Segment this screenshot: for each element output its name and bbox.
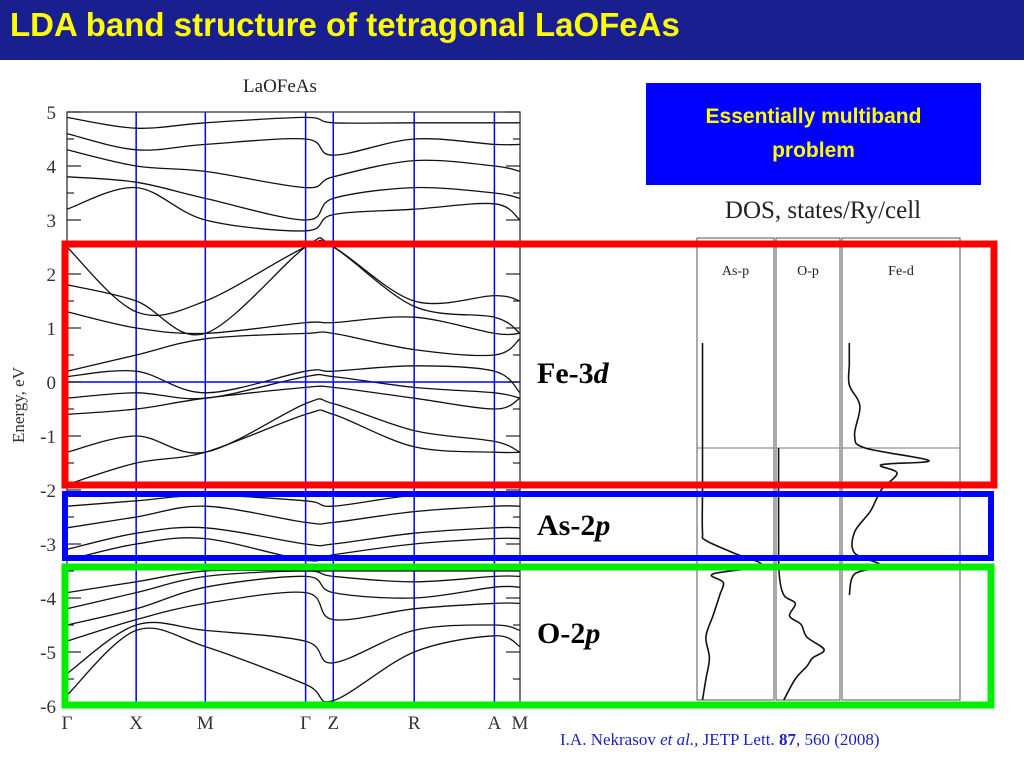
as-label-orbital: p <box>592 509 610 542</box>
citation-authors: I.A. Nekrasov <box>560 730 656 749</box>
energy-ticks: 5 4 3 2 1 0 -1 -2 -3 -4 -5 -6 <box>40 103 56 718</box>
band-line <box>66 505 521 529</box>
band-line <box>66 186 521 232</box>
energy-tick-label: -2 <box>40 481 56 502</box>
citation-volume: 87 <box>778 730 796 749</box>
band-line <box>66 116 520 129</box>
band-line <box>66 409 521 486</box>
band-line <box>66 570 521 610</box>
dos-curves <box>701 343 930 701</box>
band-line <box>66 621 521 675</box>
band-line <box>66 526 521 551</box>
kpoint-lines <box>135 112 496 706</box>
band-lines <box>66 116 521 703</box>
energy-tick-label: 2 <box>47 265 57 286</box>
dos-panel-labels: As-p O-p Fe-d <box>722 264 914 279</box>
dos-curve <box>701 343 763 701</box>
slide-title: LDA band structure of tetragonal LaOFeAs <box>10 6 680 43</box>
band-line <box>66 237 521 336</box>
fe-label-text: Fe-3 <box>537 357 594 390</box>
as-label-text: As-2 <box>537 509 595 542</box>
kpoint-label: M <box>512 713 529 734</box>
dos-frames <box>696 237 961 701</box>
dos-panel-frame <box>696 237 775 701</box>
energy-tick-label: 0 <box>47 373 57 394</box>
callout-text: Essentially multiband problem <box>705 105 922 162</box>
band-line <box>66 373 521 400</box>
title-bar: LDA band structure of tetragonal LaOFeAs <box>0 0 1024 60</box>
band-line <box>66 365 521 394</box>
as-2p-region-box <box>62 491 994 561</box>
kpoint-label: A <box>488 713 502 734</box>
band-line <box>66 627 521 703</box>
kpoint-label: Γ <box>300 713 311 734</box>
kpoint-label: Z <box>327 713 339 734</box>
fe-3d-region-box <box>61 240 998 489</box>
band-line <box>66 311 521 336</box>
citation-etal: et al., <box>660 730 699 749</box>
dos-panel-frame <box>775 237 841 701</box>
as-2p-label: As-2p <box>537 509 610 542</box>
energy-tick-label: -6 <box>40 697 56 718</box>
dos-panel-label: As-p <box>722 264 749 279</box>
band-line <box>66 132 521 156</box>
energy-tick-label: -3 <box>40 535 56 556</box>
band-chart-title: LaOFeAs <box>243 76 317 97</box>
fe-3d-label: Fe-3d <box>537 357 610 390</box>
multiband-callout: Essentially multiband problem <box>646 83 981 185</box>
citation-journal: JETP Lett. <box>702 730 775 749</box>
kpoint-label: M <box>197 713 214 734</box>
kpoint-label: R <box>408 713 421 734</box>
citation-pages: , 560 (2008) <box>795 730 880 749</box>
band-line <box>66 398 521 454</box>
energy-tick-label: 4 <box>47 157 57 178</box>
o-2p-region-box <box>61 563 995 709</box>
dos-title: DOS, states/Ry/cell <box>725 197 921 224</box>
dos-chart: DOS, states/Ry/cell As-p O-p Fe-d <box>696 197 961 701</box>
dos-panel-label: O-p <box>797 264 819 279</box>
kpoint-label: X <box>129 713 143 734</box>
band-line <box>66 239 521 317</box>
band-structure-chart: LaOFeAs Energy, eV 5 4 3 2 1 0 -1 -2 -3 -4 -5 -6 Γ X… <box>9 76 529 734</box>
o-label-text: O-2 <box>537 617 585 650</box>
citation: I.A. Nekrasov et al., JETP Lett. 87, 560… <box>560 730 880 750</box>
fe-label-orbital: d <box>594 357 610 390</box>
band-line <box>66 176 521 221</box>
energy-tick-label: 5 <box>47 103 57 124</box>
band-line <box>66 331 521 372</box>
energy-tick-label: 3 <box>47 211 57 232</box>
dos-curve <box>777 447 825 701</box>
band-line <box>66 385 521 416</box>
energy-tick-label: 1 <box>47 319 57 340</box>
band-line <box>66 149 521 189</box>
kpoint-label: Γ <box>62 713 73 734</box>
o-label-orbital: p <box>582 617 600 650</box>
energy-tick-label: -1 <box>40 427 56 448</box>
dos-panel-frame <box>841 237 961 701</box>
energy-tick-label: -5 <box>40 643 56 664</box>
o-2p-label: O-2p <box>537 617 600 650</box>
band-line <box>66 575 521 626</box>
band-line <box>66 591 521 642</box>
energy-axis-label: Energy, eV <box>9 366 28 443</box>
energy-tick-label: -4 <box>40 589 56 610</box>
band-line <box>66 569 520 594</box>
dos-panel-label: Fe-d <box>888 264 914 279</box>
